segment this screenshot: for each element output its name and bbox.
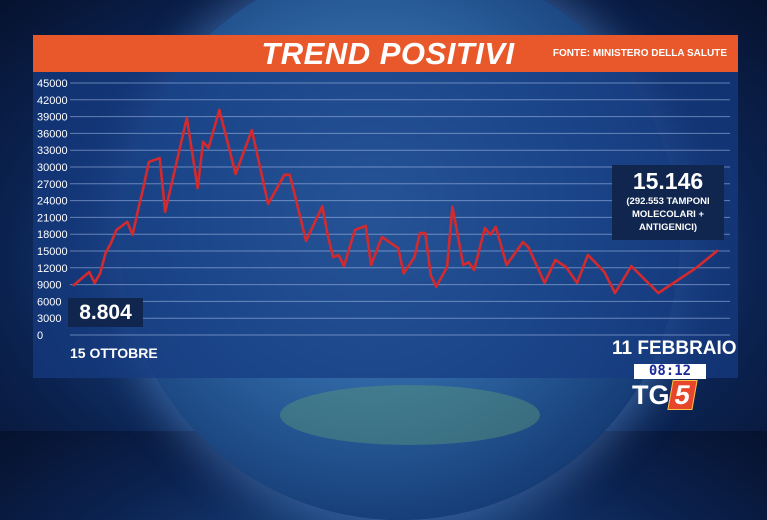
y-tick-label: 18000	[37, 229, 68, 241]
end-note-line-3: ANTIGENICI)	[612, 221, 724, 234]
y-tick-label: 45000	[37, 78, 68, 90]
start-value-label: 8.804	[68, 298, 143, 327]
y-tick-label: 30000	[37, 162, 68, 174]
y-tick-label: 42000	[37, 95, 68, 107]
end-note-line-1: (292.553 TAMPONI	[612, 195, 724, 208]
y-tick-label: 36000	[37, 128, 68, 140]
tg5-logo: 08:12 TG5	[632, 364, 708, 410]
x-label-start: 15 OTTOBRE	[70, 345, 158, 361]
logo-five: 5	[667, 380, 697, 410]
y-tick-label: 0	[37, 330, 43, 342]
x-label-end: 11 FEBBRAIO	[612, 338, 737, 359]
y-tick-label: 3000	[37, 313, 61, 325]
logo-tg: TG	[632, 380, 670, 410]
end-note-line-2: MOLECOLARI +	[612, 208, 724, 221]
y-tick-label: 24000	[37, 196, 68, 208]
y-tick-label: 27000	[37, 179, 68, 191]
y-tick-label: 6000	[37, 296, 61, 308]
y-tick-label: 39000	[37, 112, 68, 124]
y-tick-label: 12000	[37, 263, 68, 275]
end-value-label: 15.146	[612, 167, 724, 195]
y-tick-label: 33000	[37, 145, 68, 157]
y-tick-label: 15000	[37, 246, 68, 258]
y-tick-label: 9000	[37, 280, 61, 292]
y-tick-label: 21000	[37, 212, 68, 224]
end-value-box: 15.146 (292.553 TAMPONI MOLECOLARI + ANT…	[612, 165, 724, 240]
broadcast-clock: 08:12	[634, 364, 706, 379]
